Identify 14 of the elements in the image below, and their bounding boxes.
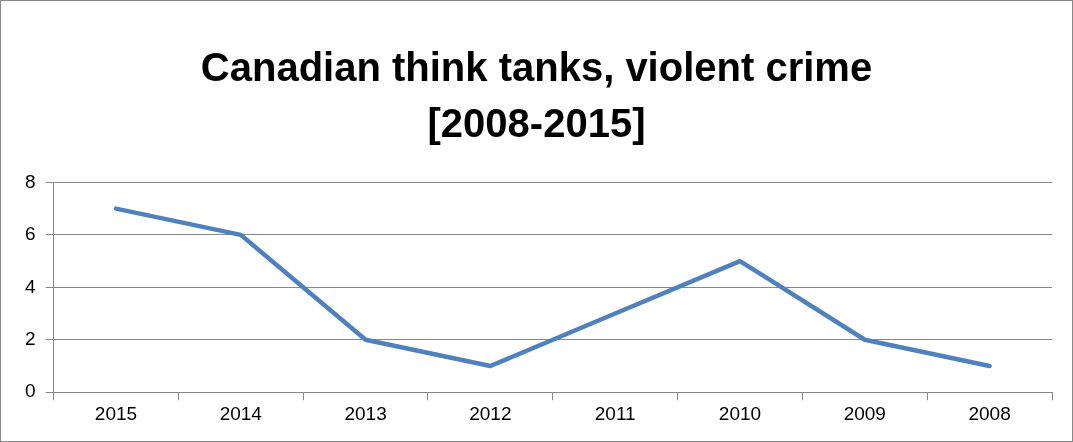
x-tick-label: 2011 <box>594 402 636 424</box>
x-tick-label: 2009 <box>843 402 886 424</box>
y-tick-label: 2 <box>24 327 36 349</box>
x-tick-label: 2015 <box>94 402 138 424</box>
x-tick-label: 2010 <box>718 402 762 424</box>
x-tick-label: 2012 <box>469 402 512 424</box>
x-tick-label: 2014 <box>219 402 263 424</box>
y-tick-label: 8 <box>24 170 36 192</box>
y-tick-label: 6 <box>24 223 36 245</box>
y-tick-label: 0 <box>24 380 36 402</box>
chart-title: Canadian think tanks, violent crime [2008-2015] <box>199 44 874 147</box>
x-tick-label: 2008 <box>968 402 1011 424</box>
y-tick-label: 4 <box>24 275 36 297</box>
x-tick-label: 2013 <box>344 402 387 424</box>
